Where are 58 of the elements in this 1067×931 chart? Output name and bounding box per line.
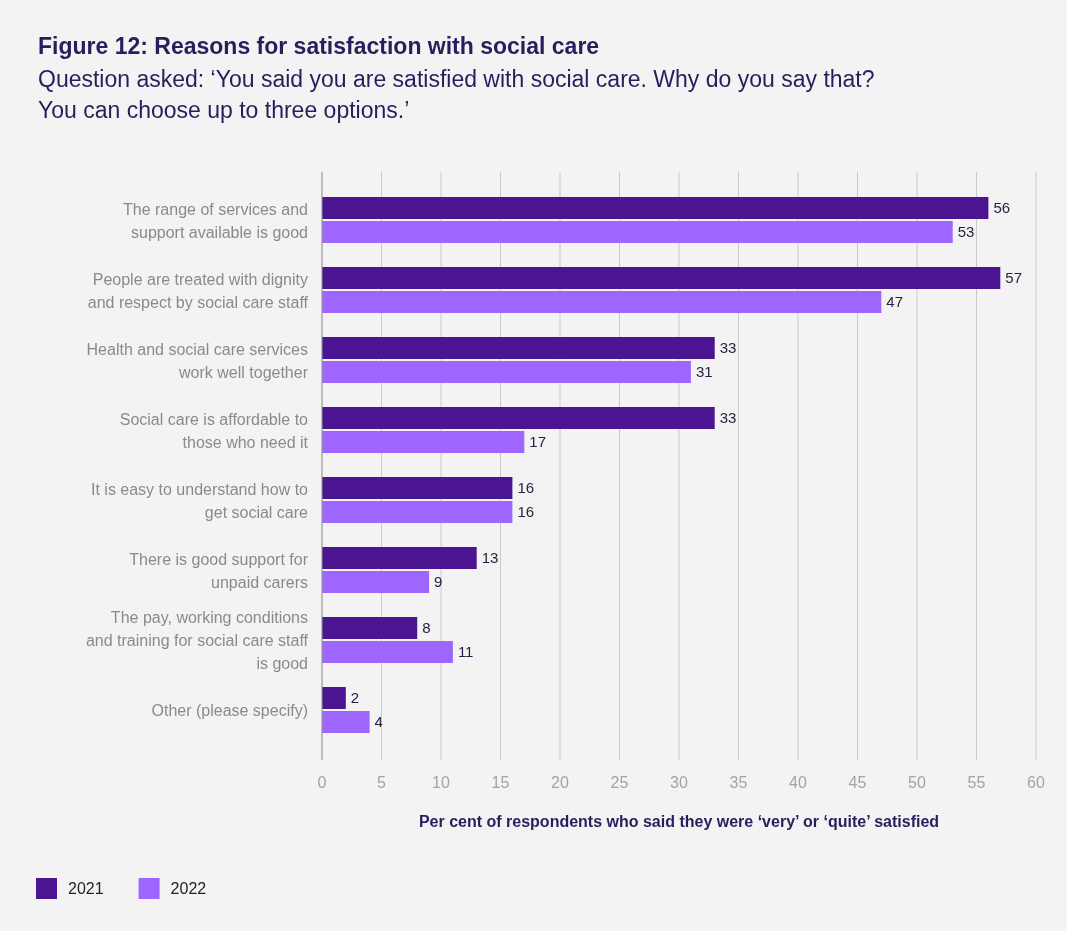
x-tick-label: 0	[317, 774, 327, 791]
data-label: 57	[1005, 269, 1022, 286]
data-label: 2	[350, 689, 360, 706]
y-tick-label: Other (please specify)	[151, 702, 308, 719]
x-tick-label: 55	[967, 774, 986, 791]
bar	[322, 291, 882, 313]
x-tick-label: 35	[729, 774, 748, 791]
bar	[322, 641, 453, 663]
chart-subtitle: Question asked: ‘You said you are satisfied with social care. Why do you say that? You can choose up to three options.’	[38, 66, 875, 123]
data-label: 16	[517, 503, 535, 520]
bar	[322, 361, 691, 383]
y-tick-label: It is easy to understand how to get social care	[90, 480, 309, 521]
y-tick-label: Social care is affordable to those who need it	[119, 410, 309, 451]
x-tick-label: 5	[377, 774, 387, 791]
bar	[322, 337, 715, 359]
data-label: 4	[374, 713, 383, 730]
y-tick-label: There is good support for unpaid carers	[129, 550, 309, 591]
data-label: 33	[719, 409, 737, 426]
data-label: 47	[886, 293, 903, 310]
bar	[322, 267, 1001, 289]
bar	[322, 571, 430, 593]
data-label: 56	[993, 199, 1011, 216]
x-tick-label: 60	[1027, 774, 1045, 791]
x-axis-title: Per cent of respondents who said they were ‘very’ or ‘quite’ satisfied	[418, 813, 940, 830]
x-tick-label: 30	[670, 774, 688, 791]
bar	[322, 547, 477, 569]
bar	[322, 501, 513, 523]
data-label: 8	[422, 619, 431, 636]
x-tick-label: 25	[610, 774, 629, 791]
x-tick-label: 20	[551, 774, 569, 791]
bar	[322, 617, 418, 639]
x-tick-label: 40	[789, 774, 807, 791]
chart-title: Figure 12: Reasons for satisfaction with social care	[38, 33, 600, 59]
x-tick-label: 45	[848, 774, 867, 791]
legend-label: 2022	[170, 880, 207, 897]
bar	[322, 431, 525, 453]
y-tick-label: The pay, working conditions and training for social care staff is good	[85, 609, 309, 672]
data-label: 31	[695, 363, 713, 380]
data-label: 11	[457, 643, 474, 660]
bar	[322, 687, 346, 709]
data-label: 16	[517, 479, 535, 496]
legend-label: 2021	[68, 880, 104, 897]
y-tick-label: Health and social care services work well together	[86, 340, 309, 381]
data-label: 13	[481, 549, 499, 566]
bar	[322, 221, 953, 243]
y-tick-label: The range of services and support available is good	[123, 200, 308, 241]
bar	[322, 711, 370, 733]
bar	[322, 407, 715, 429]
bar	[322, 477, 513, 499]
data-label: 33	[719, 339, 737, 356]
data-label: 53	[957, 223, 975, 240]
x-tick-label: 50	[908, 774, 926, 791]
bar	[322, 197, 989, 219]
x-tick-label: 15	[491, 774, 510, 791]
data-label: 9	[434, 573, 443, 590]
y-tick-label: People are treated with dignity and respect by social care staff	[87, 270, 309, 311]
data-label: 17	[529, 433, 546, 450]
x-tick-label: 10	[432, 774, 450, 791]
